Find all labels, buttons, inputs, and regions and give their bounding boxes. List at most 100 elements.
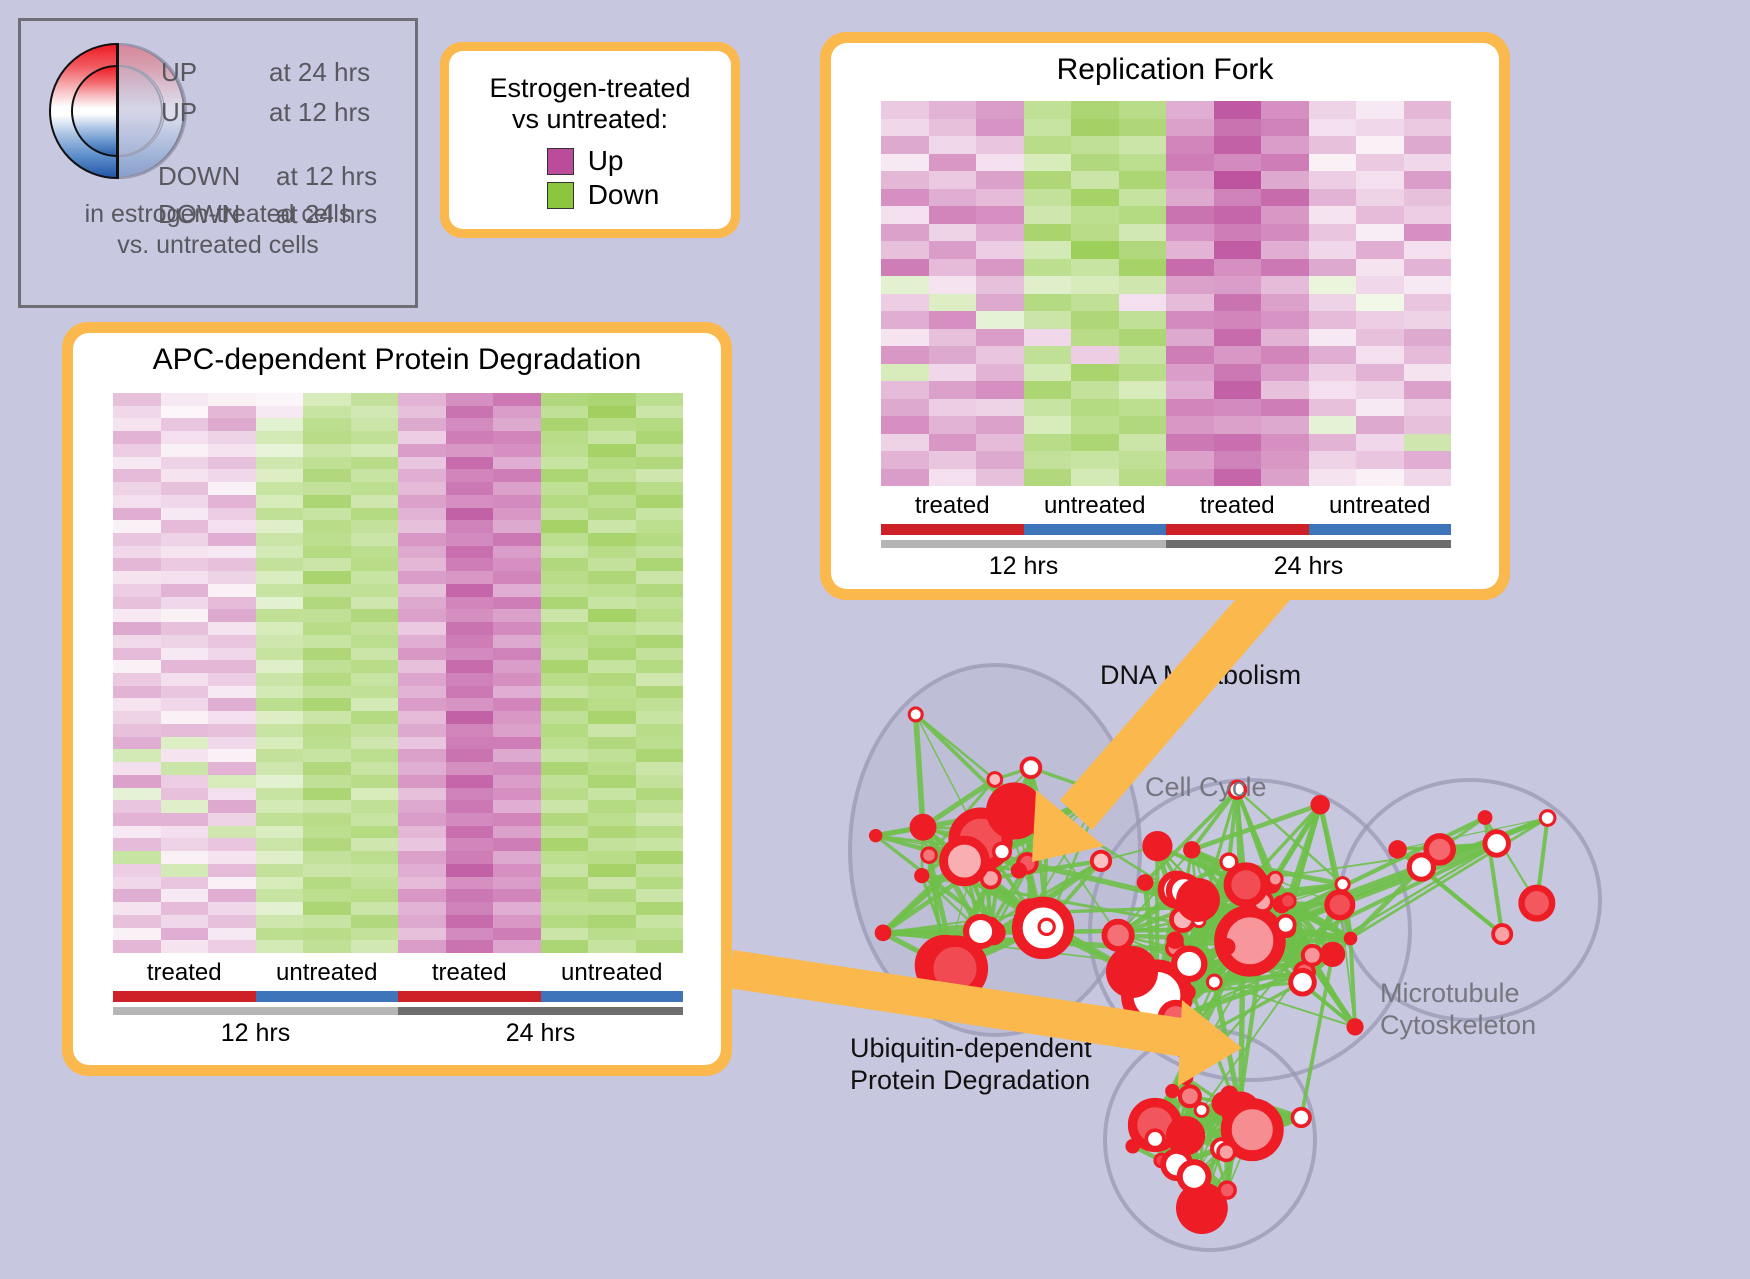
- network-node[interactable]: [1220, 1098, 1284, 1162]
- network-node[interactable]: [1092, 782, 1113, 804]
- network-node[interactable]: [1193, 1102, 1210, 1118]
- network-node[interactable]: [991, 841, 1013, 862]
- network-node[interactable]: [1178, 1070, 1194, 1086]
- treatment-bar-segment-0: [113, 991, 256, 1002]
- network-node[interactable]: [1157, 999, 1195, 1037]
- network-node[interactable]: [1406, 852, 1437, 882]
- network-node[interactable]: [1165, 1116, 1206, 1156]
- heatmap-cell: [1118, 381, 1166, 399]
- network-node[interactable]: [1136, 874, 1154, 891]
- network-node[interactable]: [1220, 1085, 1239, 1104]
- network-node[interactable]: [1037, 917, 1056, 937]
- heatmap-cell: [1071, 416, 1119, 434]
- network-node[interactable]: [1288, 967, 1317, 997]
- heatmap-cell: [255, 851, 303, 864]
- heatmap-cell: [1308, 346, 1356, 364]
- heatmap-cell: [493, 762, 541, 775]
- network-node[interactable]: [914, 867, 930, 884]
- network-node[interactable]: [985, 782, 1044, 840]
- circle-legend-footer: in estrogen-treated cells vs. untreated …: [21, 199, 415, 260]
- network-node[interactable]: [1324, 889, 1356, 921]
- network-node[interactable]: [1290, 1106, 1312, 1129]
- network-node[interactable]: [868, 828, 883, 843]
- network-node[interactable]: [1171, 1030, 1201, 1059]
- network-node[interactable]: [1175, 1182, 1228, 1234]
- network-node[interactable]: [1010, 862, 1027, 879]
- network-node[interactable]: [1388, 840, 1407, 859]
- heatmap-cell: [1261, 206, 1309, 224]
- heatmap-cell: [113, 813, 161, 826]
- network-node[interactable]: [1266, 870, 1284, 888]
- network-node[interactable]: [1019, 756, 1043, 780]
- heatmap-cell: [540, 609, 588, 623]
- network-node[interactable]: [1101, 918, 1135, 952]
- network-node[interactable]: [1217, 938, 1236, 956]
- network-node[interactable]: [986, 771, 1004, 788]
- network-node[interactable]: [1183, 841, 1201, 859]
- heatmap-cell: [445, 723, 493, 737]
- network-node[interactable]: [1275, 913, 1297, 936]
- network-node[interactable]: [1219, 852, 1239, 872]
- network-node[interactable]: [909, 813, 937, 841]
- network-node[interactable]: [939, 835, 990, 887]
- network-node[interactable]: [874, 924, 892, 942]
- heatmap-cell: [1403, 241, 1451, 259]
- heatmap-cell: [303, 749, 351, 763]
- heatmap-cell: [540, 634, 588, 648]
- heatmap-cell: [303, 711, 351, 724]
- network-node[interactable]: [1176, 878, 1220, 922]
- network-node[interactable]: [1177, 1084, 1202, 1109]
- network-node[interactable]: [1346, 1018, 1364, 1036]
- heatmap-cell: [350, 482, 398, 495]
- heatmap-cell: [493, 940, 541, 953]
- network-node[interactable]: [1518, 884, 1556, 922]
- heatmap-cell: [350, 647, 398, 661]
- heatmap-cell: [1071, 451, 1119, 469]
- heatmap-cell: [208, 889, 256, 903]
- network-node[interactable]: [920, 846, 938, 865]
- network-node[interactable]: [1205, 973, 1223, 991]
- treatment-bar-segment-3: [1308, 524, 1451, 535]
- network-node[interactable]: [962, 913, 999, 950]
- heatmap-cell: [303, 736, 351, 750]
- network-node[interactable]: [1279, 892, 1297, 910]
- heatmap-cell: [540, 647, 588, 661]
- network-node[interactable]: [1491, 923, 1514, 946]
- network-node[interactable]: [1300, 943, 1324, 967]
- network-node[interactable]: [907, 706, 924, 723]
- network-node[interactable]: [1166, 931, 1184, 949]
- network-node[interactable]: [1223, 862, 1269, 908]
- heatmap-cell: [113, 800, 161, 813]
- heatmap-cell: [1308, 206, 1356, 224]
- network-node[interactable]: [1170, 945, 1208, 983]
- network-edge: [1420, 865, 1504, 936]
- heatmap-cell: [1071, 136, 1119, 154]
- heatmap-cell: [160, 494, 208, 508]
- network-node[interactable]: [1165, 1083, 1180, 1099]
- heatmap-cell: [1356, 241, 1404, 259]
- network-node[interactable]: [1144, 1128, 1166, 1150]
- network-node[interactable]: [1482, 829, 1511, 858]
- heatmap-cell: [398, 876, 446, 890]
- network-node[interactable]: [1216, 1142, 1237, 1163]
- heatmap-cell: [1071, 171, 1119, 189]
- network-node[interactable]: [1125, 1138, 1141, 1154]
- heatmap-cell: [1166, 468, 1214, 486]
- heatmap-cell: [1118, 398, 1166, 416]
- network-node[interactable]: [1538, 809, 1557, 827]
- network-node[interactable]: [1423, 833, 1456, 866]
- network-node[interactable]: [1334, 876, 1351, 893]
- heatmap-cell: [303, 456, 351, 470]
- network-node[interactable]: [1343, 931, 1358, 946]
- network-node[interactable]: [1319, 941, 1346, 967]
- network-node[interactable]: [1477, 810, 1493, 825]
- network-node[interactable]: [1089, 849, 1113, 873]
- network-node[interactable]: [1310, 794, 1330, 815]
- network-node[interactable]: [1176, 1159, 1212, 1194]
- timepoint-labels-row: 12 hrs 24 hrs: [881, 552, 1451, 581]
- heatmap-cell: [1071, 468, 1119, 486]
- network-node[interactable]: [1106, 946, 1158, 998]
- network-node[interactable]: [921, 935, 989, 1002]
- network-node[interactable]: [1142, 830, 1173, 862]
- network-node[interactable]: [1217, 1180, 1237, 1200]
